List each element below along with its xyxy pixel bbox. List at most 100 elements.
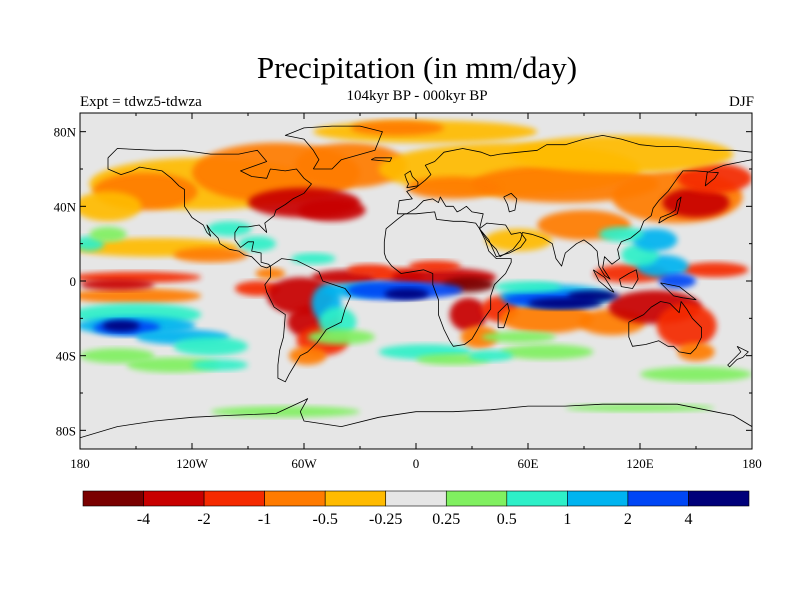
anomaly-patch [406, 176, 500, 199]
anomaly-patch [89, 226, 127, 242]
anomaly-patch [408, 260, 461, 272]
anomaly-patch [290, 253, 336, 265]
anomaly-patch [677, 342, 715, 362]
coastline-north-america [107, 148, 312, 269]
colorbar-swatch [627, 490, 689, 507]
coastline-caspian [503, 192, 518, 213]
anomaly-patch [80, 288, 202, 304]
y-tick-label: 40S [56, 349, 76, 364]
colorbar-label: -0.5 [313, 511, 338, 528]
anomaly-patch [80, 191, 142, 222]
colorbar-label: -2 [197, 511, 210, 528]
chart-title: Precipitation (in mm/day) [256, 50, 578, 85]
anomaly-patch [126, 357, 220, 373]
x-tick-label: 180 [742, 456, 762, 471]
colorbar-label: 0.25 [432, 511, 460, 528]
colorbar-swatch [203, 490, 265, 507]
x-tick-label: 60W [291, 456, 317, 471]
anomaly-patch [192, 359, 248, 371]
anomaly-patch [350, 120, 444, 136]
colorbar-label: 2 [624, 511, 632, 528]
coastline-greenland [284, 125, 383, 170]
anomaly-patch [449, 297, 487, 332]
anomaly-patch [500, 344, 594, 360]
anomaly-patch [567, 290, 620, 302]
x-tick-label: 60E [518, 456, 539, 471]
anomaly-patch [565, 404, 715, 412]
coastline-south-america [264, 258, 352, 383]
anomaly-patch [494, 281, 562, 293]
colorbar-label: 0.5 [497, 511, 517, 528]
y-tick-label: 80S [56, 423, 76, 438]
x-tick-label: 120W [176, 456, 209, 471]
anomaly-patch [460, 325, 499, 349]
anomaly-patch [598, 226, 644, 242]
colorbar-swatch [385, 490, 447, 507]
anomaly-patch [662, 187, 730, 218]
colorbar-swatch [324, 490, 387, 507]
chart-subtitle: 104kyr BP - 000kyr BP [346, 88, 488, 104]
coastline-sumatra [592, 269, 615, 293]
colorbar-swatch [688, 490, 750, 507]
anomaly-patch [173, 337, 248, 356]
coastline-japan [658, 196, 682, 224]
anomaly-patch [298, 198, 366, 222]
colorbar-swatch [445, 490, 508, 507]
anomaly-patch [238, 236, 276, 252]
anomaly-patch [656, 303, 717, 349]
coastline-borneo [619, 269, 639, 289]
anomaly-patch [318, 307, 357, 337]
x-tick-label: 120E [626, 456, 654, 471]
anomaly-patch [173, 247, 248, 263]
anomaly-patch [307, 329, 375, 345]
anomaly-patch [80, 348, 155, 364]
colorbar-label: 1 [563, 511, 571, 528]
coastline-eurasia [396, 134, 752, 280]
coastline-madagascar [497, 302, 510, 329]
anomaly-patch [294, 142, 407, 188]
anomaly-patch [102, 320, 140, 332]
anomaly-patch [80, 279, 155, 291]
y-tick-label: 80N [54, 125, 77, 140]
coastline-new-guinea [660, 282, 697, 301]
coastline-new-zealand [727, 345, 749, 368]
colorbar-swatch [264, 490, 326, 507]
x-tick-label: 0 [413, 456, 420, 471]
anomaly-patch [481, 331, 556, 343]
anomaly-patch [640, 366, 752, 382]
coastline-arabia [479, 222, 527, 258]
coastline-africa [383, 211, 512, 347]
coastline-australia [628, 301, 702, 355]
anomaly-patch [472, 165, 659, 203]
experiment-label: Expt = tdwz5-tdwza [80, 94, 202, 110]
anomaly-patch [500, 303, 594, 334]
anomaly-patch [289, 346, 327, 366]
coastline-antarctica [80, 398, 752, 439]
coastlines [80, 125, 752, 439]
anomaly-patch [206, 221, 252, 237]
colorbar-label: -4 [137, 511, 150, 528]
anomaly-patch [485, 228, 553, 252]
anomaly-patch [509, 135, 734, 173]
x-axis: 180 120W 60W 0 60E 120E 180 [70, 113, 762, 471]
y-axis: 80N 40N 0 40S 80S [54, 125, 752, 438]
coastline-iceland [371, 157, 393, 162]
y-tick-label: 40N [54, 199, 77, 214]
x-tick-label: 180 [70, 456, 90, 471]
colorbar-label: 4 [685, 511, 693, 528]
colorbar-swatch [143, 490, 205, 507]
anomaly-patch [384, 288, 430, 300]
anomaly-patch [468, 350, 514, 362]
anomaly-patch [632, 228, 678, 252]
coastline-britain [404, 170, 419, 189]
colorbar-label: -0.25 [369, 511, 402, 528]
y-tick-label: 0 [70, 274, 77, 289]
colorbar: -4 -2 -1 -0.5 -0.25 0.25 0.5 1 2 4 [82, 490, 750, 528]
season-label: DJF [728, 94, 754, 110]
colorbar-swatch [82, 490, 144, 507]
colorbar-swatch [506, 490, 568, 507]
colorbar-swatch [567, 490, 629, 507]
colorbar-label: -1 [258, 511, 271, 528]
anomaly-patch [681, 262, 749, 278]
